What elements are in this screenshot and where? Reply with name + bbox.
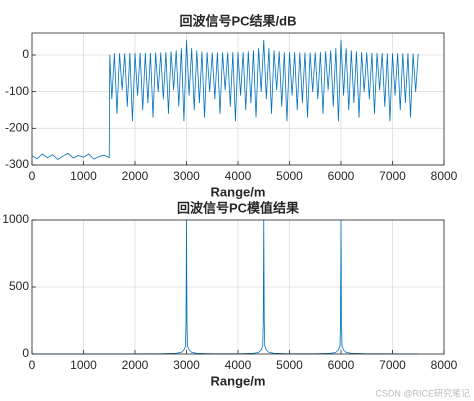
- x-tick-label: 7000: [379, 358, 406, 372]
- x-tick-label: 4000: [225, 358, 252, 372]
- x-tick-label: 5000: [276, 358, 303, 372]
- x-tick-label: 4000: [225, 169, 252, 183]
- x-tick-label: 7000: [379, 169, 406, 183]
- y-tick-label: -100: [5, 84, 29, 98]
- x-tick-label: 6000: [328, 169, 355, 183]
- chart-title: 回波信号PC结果/dB: [179, 13, 296, 28]
- x-tick-label: 0: [29, 169, 36, 183]
- x-tick-label: 5000: [276, 169, 303, 183]
- y-tick-label: -300: [5, 157, 29, 171]
- x-tick-label: 3000: [173, 358, 200, 372]
- y-tick-label: 0: [22, 346, 29, 360]
- axes-box: [31, 32, 445, 166]
- y-tick-label: 500: [9, 279, 29, 293]
- x-tick-label: 8000: [431, 169, 458, 183]
- data-line: [32, 219, 419, 355]
- x-tick-label: 6000: [328, 358, 355, 372]
- watermark: CSDN @RICE研究笔记: [375, 387, 470, 398]
- y-tick-label: 1000: [2, 212, 29, 226]
- chart-title: 回波信号PC模值结果: [177, 200, 299, 215]
- x-tick-label: 2000: [122, 169, 149, 183]
- y-tick-label: -200: [5, 121, 29, 135]
- y-tick-label: 0: [22, 47, 29, 61]
- x-axis-label: Range/m: [211, 373, 266, 388]
- data-line: [31, 39, 419, 160]
- x-axis-label: Range/m: [211, 184, 266, 199]
- x-tick-label: 8000: [431, 358, 458, 372]
- axes-box: [31, 219, 445, 355]
- x-tick-label: 1000: [70, 169, 97, 183]
- x-tick-label: 1000: [70, 358, 97, 372]
- x-tick-label: 3000: [173, 169, 200, 183]
- x-tick-label: 2000: [122, 358, 149, 372]
- x-tick-label: 0: [29, 358, 36, 372]
